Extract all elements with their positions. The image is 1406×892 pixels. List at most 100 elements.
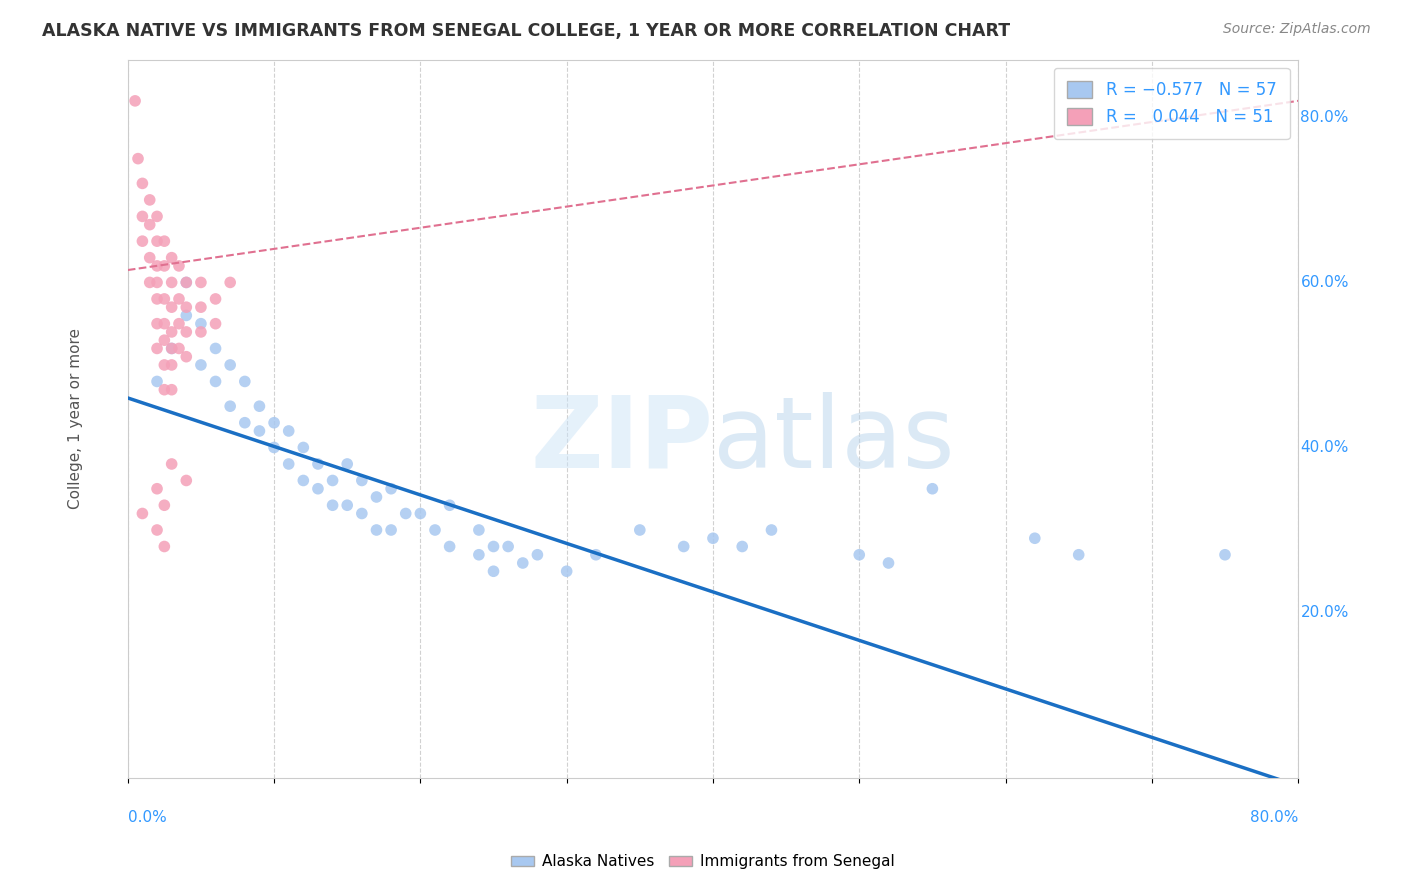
Point [153,292,176,306]
Point [322,498,344,512]
Point [146,342,169,356]
Point [380,523,402,537]
Point [350,507,373,521]
Point [380,482,402,496]
Point [439,498,461,512]
Point [153,234,176,248]
Point [160,251,183,265]
Point [204,342,226,356]
Point [174,300,197,314]
Point [585,548,607,562]
Point [526,548,548,562]
Point [146,234,169,248]
Point [167,259,190,273]
Point [190,358,212,372]
Point [292,441,315,455]
Point [127,152,149,166]
Point [146,523,169,537]
Point [366,490,388,504]
Legend: R = −0.577   N = 57, R =   0.044   N = 51: R = −0.577 N = 57, R = 0.044 N = 51 [1054,68,1289,139]
Point [628,523,651,537]
Point [160,276,183,290]
Point [277,424,299,438]
Point [482,564,505,578]
Point [1067,548,1090,562]
Text: 20.0%: 20.0% [1301,605,1348,620]
Point [512,556,534,570]
Point [219,399,242,413]
Point [877,556,900,570]
Point [153,498,176,512]
Text: College, 1 year or more: College, 1 year or more [67,328,83,509]
Point [146,276,169,290]
Text: ZIP: ZIP [530,392,713,489]
Point [160,342,183,356]
Point [482,540,505,554]
Point [146,210,169,224]
Point [174,325,197,339]
Point [204,292,226,306]
Point [146,292,169,306]
Point [233,375,256,389]
Text: 80.0%: 80.0% [1250,810,1298,825]
Point [468,523,491,537]
Point [233,416,256,430]
Point [190,325,212,339]
Point [160,342,183,356]
Point [1024,531,1046,545]
Point [160,300,183,314]
Point [249,424,271,438]
Point [124,94,146,108]
Point [277,457,299,471]
Text: 60.0%: 60.0% [1301,275,1348,290]
Point [190,300,212,314]
Point [153,358,176,372]
Point [160,358,183,372]
Point [366,523,388,537]
Point [146,317,169,331]
Point [138,276,160,290]
Point [153,317,176,331]
Point [409,507,432,521]
Point [131,507,153,521]
Text: 80.0%: 80.0% [1301,110,1348,125]
Point [439,540,461,554]
Point [167,292,190,306]
Point [160,383,183,397]
Point [153,259,176,273]
Point [138,193,160,207]
Point [153,383,176,397]
Point [160,457,183,471]
Text: ALASKA NATIVE VS IMMIGRANTS FROM SENEGAL COLLEGE, 1 YEAR OR MORE CORRELATION CHA: ALASKA NATIVE VS IMMIGRANTS FROM SENEGAL… [42,22,1011,40]
Point [336,457,359,471]
Point [921,482,943,496]
Point [174,276,197,290]
Point [146,259,169,273]
Point [249,399,271,413]
Point [153,333,176,347]
Text: 0.0%: 0.0% [128,810,166,825]
Point [555,564,578,578]
Text: Source: ZipAtlas.com: Source: ZipAtlas.com [1223,22,1371,37]
Point [761,523,783,537]
Point [322,474,344,488]
Point [263,441,285,455]
Point [848,548,870,562]
Point [153,540,176,554]
Point [219,358,242,372]
Point [190,317,212,331]
Point [138,251,160,265]
Point [160,325,183,339]
Point [350,474,373,488]
Point [731,540,754,554]
Point [174,309,197,323]
Point [395,507,418,521]
Point [138,218,160,232]
Point [174,350,197,364]
Point [146,482,169,496]
Point [204,375,226,389]
Text: 40.0%: 40.0% [1301,440,1348,455]
Point [702,531,724,545]
Point [336,498,359,512]
Point [292,474,315,488]
